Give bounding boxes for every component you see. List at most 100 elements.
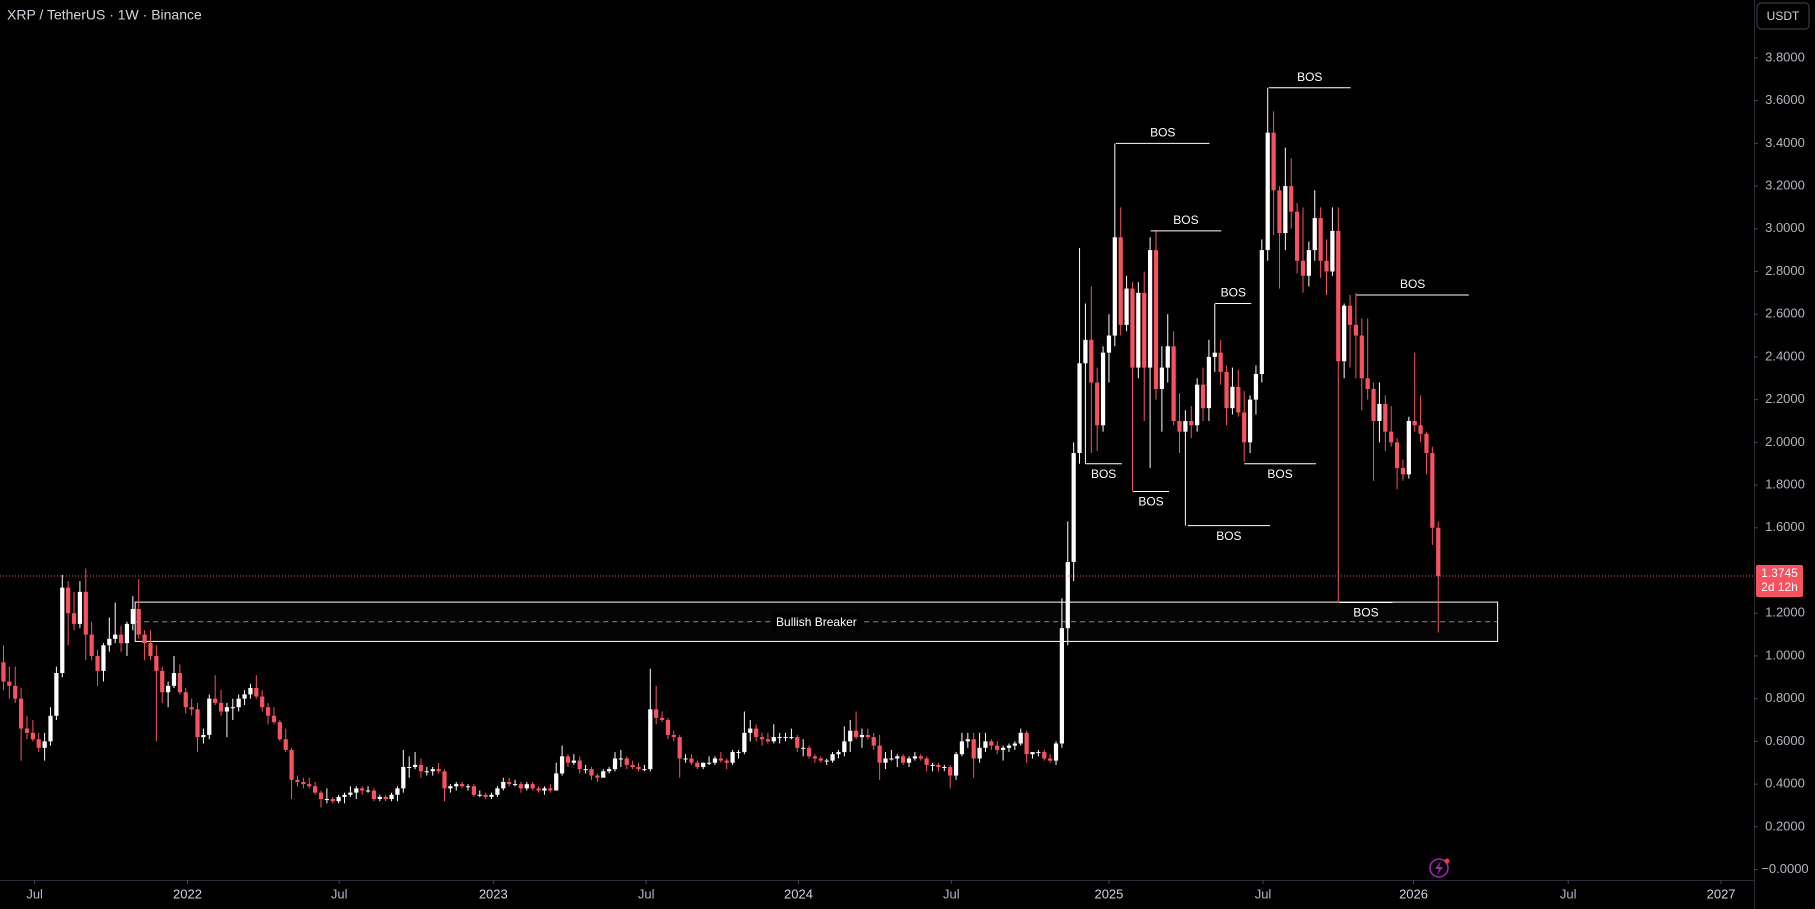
candle-body: [360, 788, 365, 791]
candle-body: [1230, 386, 1235, 409]
candle-body: [95, 655, 100, 671]
bos-label: BOS: [1400, 277, 1425, 291]
candle-body: [254, 687, 259, 697]
y-tick-label: 2.8000: [1765, 263, 1805, 278]
candle-body: [201, 734, 206, 738]
candle-body: [189, 707, 194, 710]
candle-body: [283, 739, 288, 750]
candle-body: [1147, 250, 1153, 368]
candle-body: [965, 739, 970, 742]
candle-body: [1206, 356, 1212, 409]
candle-body: [1224, 371, 1229, 409]
candle-body: [1200, 384, 1206, 409]
alert-icon-dot[interactable]: [1444, 858, 1450, 864]
candle-body: [295, 779, 300, 782]
candle-body: [1271, 132, 1276, 191]
candle-body: [1436, 527, 1441, 576]
candle-body: [559, 756, 565, 774]
candle-body: [1253, 374, 1259, 400]
candle-body: [1118, 237, 1123, 325]
y-tick-label: 2.0000: [1765, 434, 1805, 449]
x-tick-label: 2022: [173, 886, 202, 901]
y-tick-label: 0.8000: [1765, 690, 1805, 705]
y-tick-label: 2.6000: [1765, 306, 1805, 321]
candle-body: [1389, 431, 1394, 443]
x-tick-label: Jul: [1560, 886, 1577, 901]
candle-body: [495, 788, 500, 795]
candle-body: [759, 737, 765, 740]
candle-body: [142, 634, 147, 644]
candle-body: [66, 587, 71, 614]
alert-icon-bolt[interactable]: [1435, 861, 1443, 875]
x-tick-label: 2026: [1399, 886, 1428, 901]
candle-body: [83, 591, 88, 635]
y-tick-label: 1.6000: [1765, 519, 1805, 534]
candle-body: [706, 762, 712, 764]
candle-body: [248, 687, 253, 695]
candle-body: [542, 788, 547, 791]
candle-body: [1359, 335, 1364, 379]
candle-body: [24, 728, 30, 733]
candle-body: [595, 775, 600, 778]
candle-body: [612, 758, 618, 770]
candle-body: [336, 796, 341, 802]
candle-body: [912, 756, 918, 759]
alert-icon-ring[interactable]: [1429, 858, 1449, 878]
candle-body: [571, 760, 576, 763]
candle-body: [154, 655, 159, 671]
candle-body: [436, 769, 441, 772]
candle-body: [348, 792, 353, 795]
candle-body: [395, 788, 400, 795]
candle-body: [60, 587, 65, 674]
candle-body: [1106, 335, 1112, 353]
alert-icon[interactable]: [1429, 858, 1450, 878]
candle-body: [42, 741, 47, 748]
candle-body: [265, 707, 271, 716]
currency-label[interactable]: USDT: [1767, 9, 1800, 23]
plot-area: Bullish Breaker BOS BOS BOS BOS BOS BOS BOS BOS B…: [1, 70, 1499, 808]
candle-body: [736, 752, 741, 754]
candle-body: [1012, 743, 1017, 746]
candle-body: [665, 720, 671, 735]
candle-body: [654, 709, 659, 718]
candle-body: [689, 758, 694, 763]
candle-body: [195, 709, 200, 738]
y-tick-label: 3.0000: [1765, 220, 1805, 235]
candle-body: [401, 767, 406, 789]
candle-body: [342, 794, 347, 797]
candle-body: [777, 737, 782, 739]
candle-body: [1189, 420, 1194, 426]
candle-body: [1142, 292, 1147, 368]
y-tick-label: 2.2000: [1765, 391, 1805, 406]
currency-button-frame[interactable]: [1756, 2, 1810, 30]
candle-body: [948, 767, 953, 776]
x-tick-label: Jul: [638, 886, 655, 901]
currency-button[interactable]: USDT: [1756, 2, 1810, 30]
y-tick-label: 0.6000: [1765, 733, 1805, 748]
candle-body: [471, 786, 477, 795]
candle-body: [218, 702, 224, 712]
candle-body: [307, 784, 312, 787]
candle-body: [18, 698, 24, 729]
candle-body: [518, 784, 524, 789]
candle-body: [1089, 339, 1094, 383]
candle-body: [318, 792, 324, 800]
candle-body: [383, 796, 388, 800]
candle-body: [171, 673, 177, 686]
candle-body: [89, 634, 94, 656]
candle-body: [1394, 442, 1400, 468]
candle-body: [1071, 453, 1076, 562]
candle-body: [1312, 218, 1317, 251]
candle-body: [536, 788, 541, 791]
candle-body: [836, 752, 841, 755]
candle-body: [389, 794, 394, 800]
candle-body: [1336, 230, 1341, 362]
y-tick-label: −0.0000: [1761, 861, 1808, 876]
candle-body: [748, 728, 753, 733]
candle-body: [724, 760, 729, 763]
y-tick-label: 1.8000: [1765, 477, 1805, 492]
candle-body: [1353, 324, 1359, 336]
candle-body: [636, 767, 641, 770]
candle-body: [365, 790, 371, 792]
candle-body: [71, 613, 77, 624]
